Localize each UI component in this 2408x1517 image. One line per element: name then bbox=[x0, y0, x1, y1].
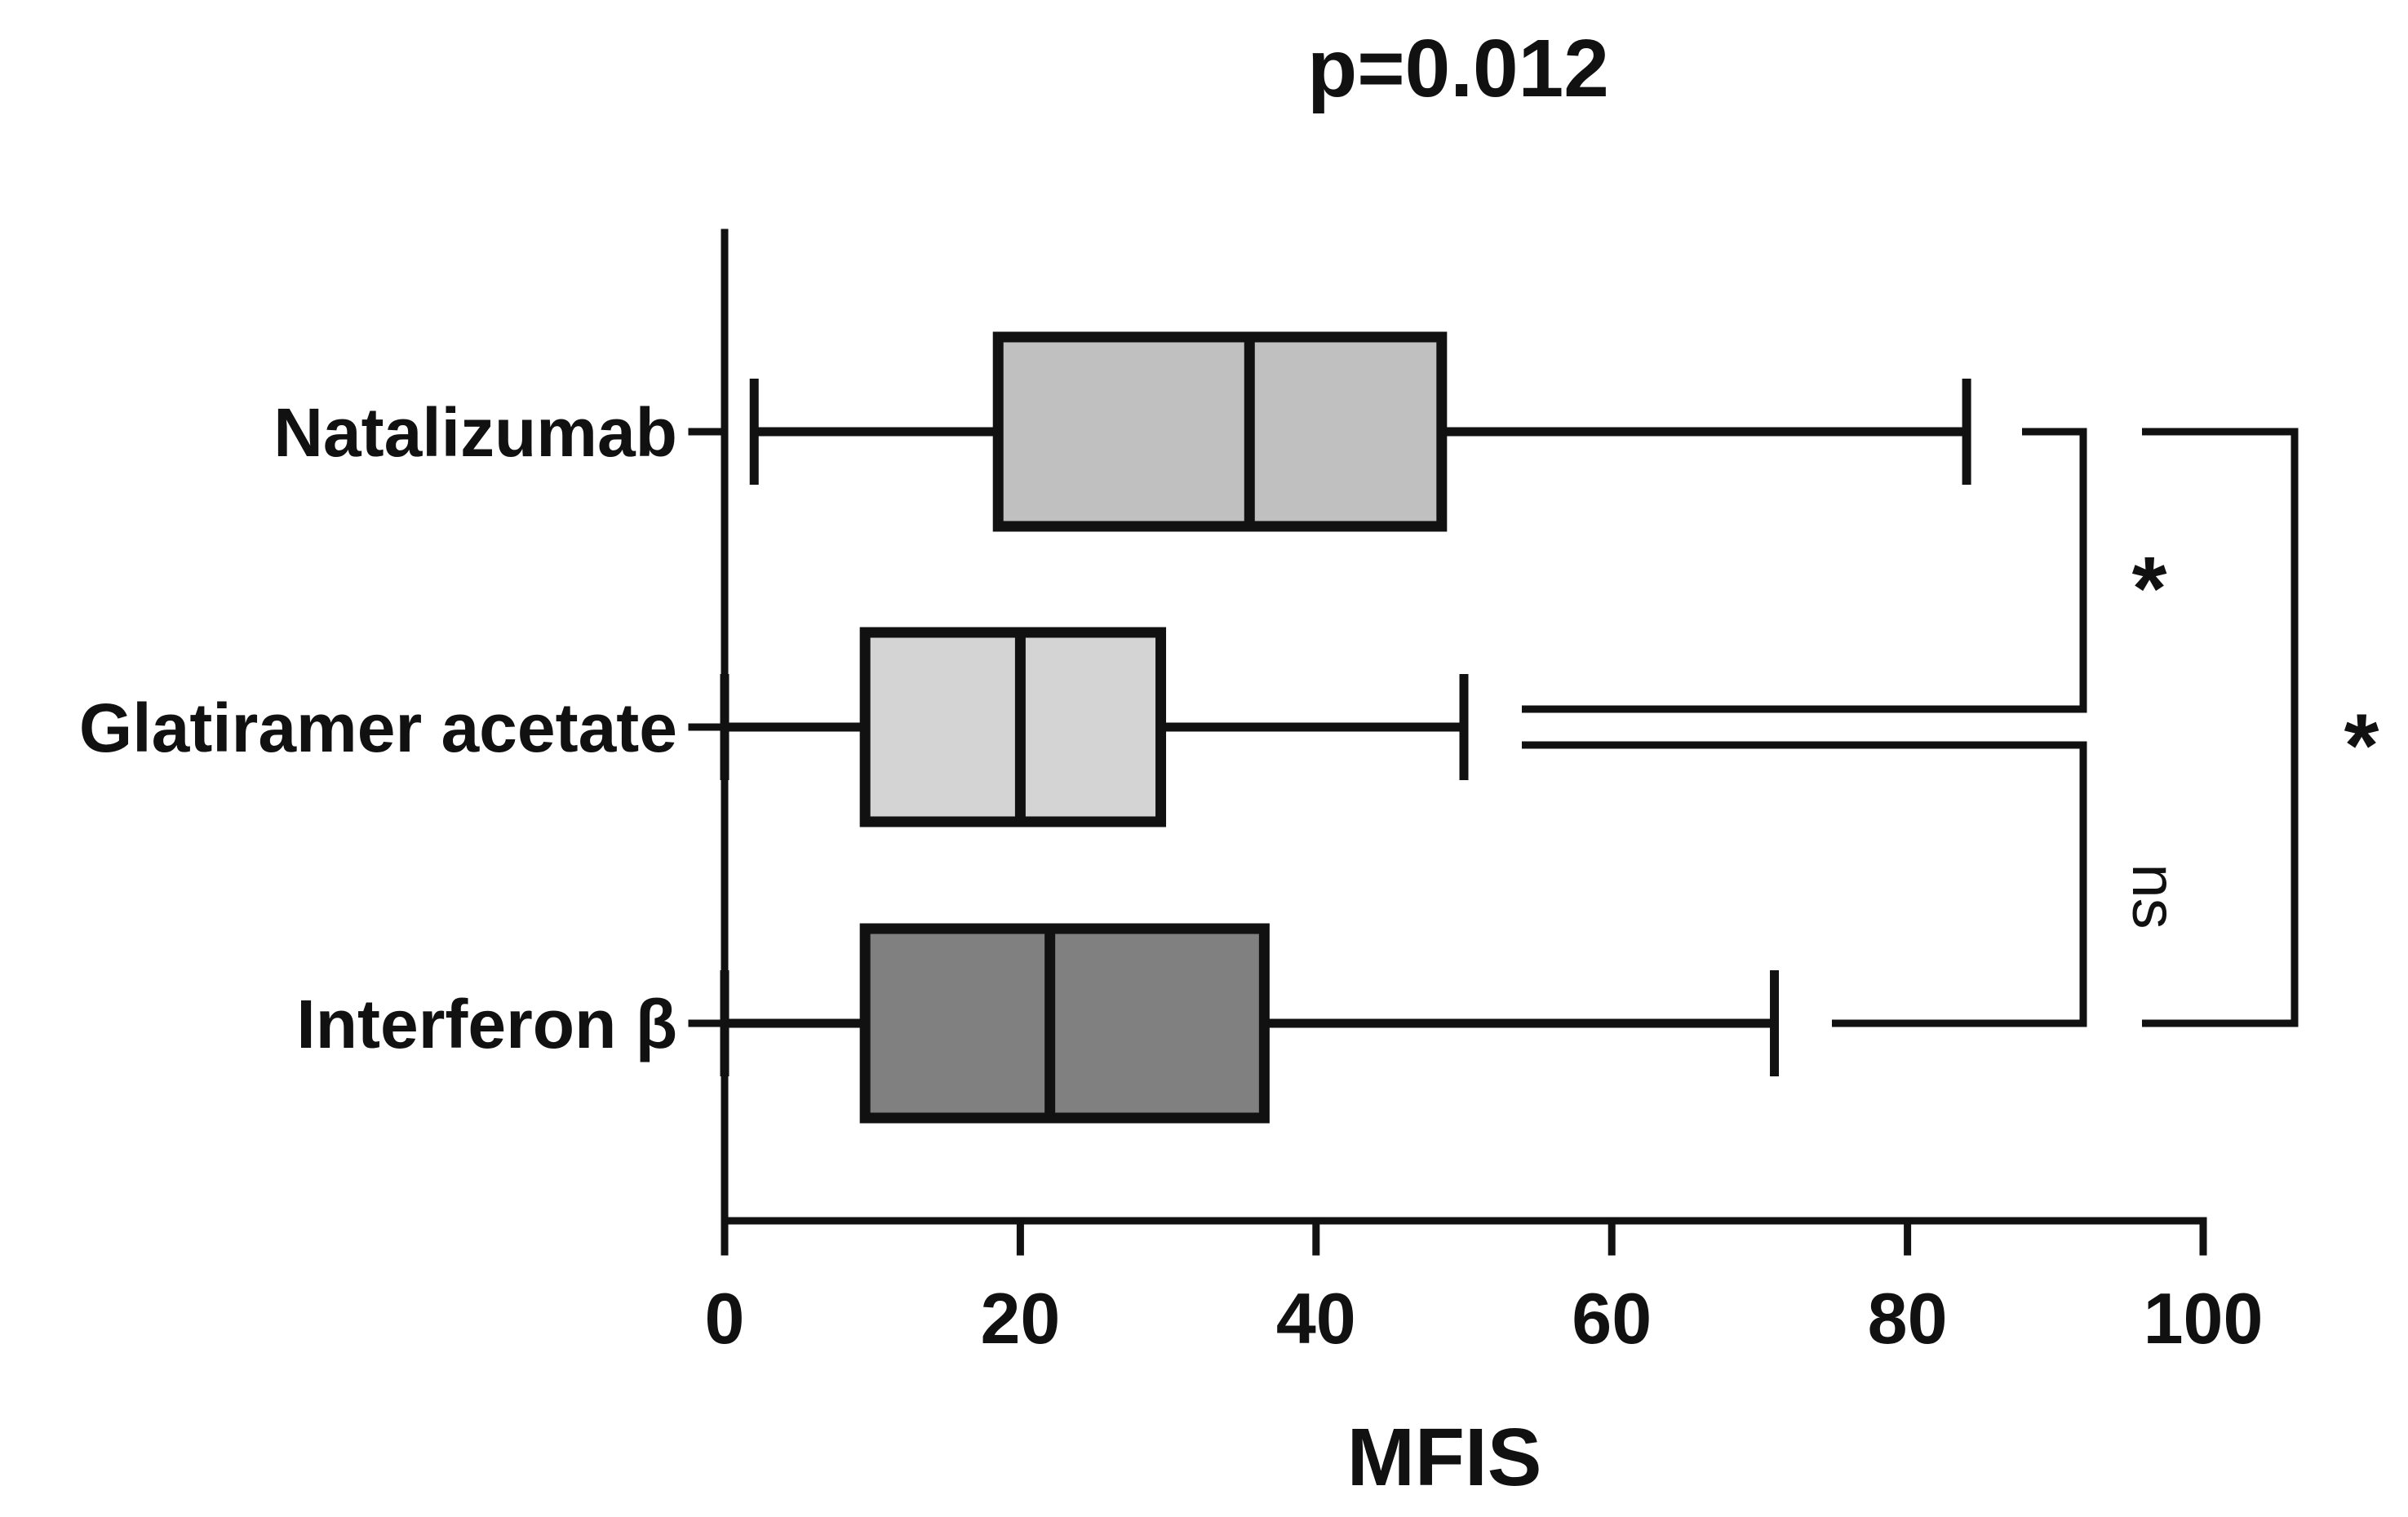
y-tick-label: Interferon β bbox=[296, 986, 677, 1062]
x-tick-label: 40 bbox=[1276, 1278, 1356, 1359]
x-axis-label: MFIS bbox=[1347, 1412, 1542, 1503]
significance-label-natalizumab-glatiramer: * bbox=[2132, 539, 2167, 639]
x-tick-label: 0 bbox=[705, 1278, 745, 1359]
significance-bracket-natalizumab-interferon bbox=[2142, 428, 2299, 1027]
box-glatiramer-acetate bbox=[859, 627, 1167, 827]
y-tick-label: Natalizumab bbox=[273, 394, 677, 471]
significance-label-glatiramer-interferon: ns bbox=[2119, 863, 2188, 929]
x-tick-label: 20 bbox=[980, 1278, 1060, 1359]
chart-title: p=0.012 bbox=[1307, 23, 1609, 114]
x-tick-label: 60 bbox=[1572, 1278, 1652, 1359]
box-natalizumab bbox=[992, 331, 1448, 532]
significance-bracket-natalizumab-glatiramer bbox=[1522, 428, 2087, 713]
x-tick-label: 80 bbox=[1868, 1278, 1948, 1359]
y-tick-label: Glatiramer acetate bbox=[79, 690, 677, 766]
significance-bracket-glatiramer-interferon bbox=[1522, 741, 2087, 1027]
plot-area: 0 20 40 60 80 100 Natalizumab Glatiramer acetat… bbox=[79, 228, 2379, 1359]
significance-label-natalizumab-interferon: * bbox=[2344, 696, 2379, 796]
x-tick-label: 100 bbox=[2144, 1278, 2264, 1359]
box-interferon bbox=[859, 923, 1270, 1124]
